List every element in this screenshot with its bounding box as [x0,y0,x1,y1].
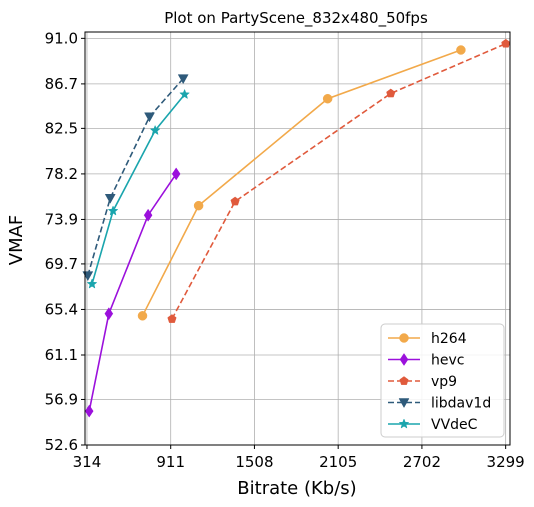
data-point-libdav1d [104,194,116,204]
series-line-vvdec [91,93,186,285]
legend-item-vvdec: VVdeC [388,417,478,433]
x-tick-label: 911 [156,453,185,471]
legend-label: hevc [431,353,464,369]
legend-label: libdav1d [431,396,491,412]
legend-item-libdav1d: libdav1d [388,396,491,412]
y-tick-label: 52.6 [45,436,78,454]
x-tick-label: 1508 [235,453,273,471]
series-libdav1d [82,74,189,282]
legend-marker [399,333,409,343]
series-line-h264 [141,49,462,317]
y-tick-label: 65.4 [45,300,78,318]
grid [85,32,510,446]
data-point-hevc [104,307,114,321]
y-tick-label: 78.2 [45,165,78,183]
x-tick-label: 2105 [319,453,357,471]
data-point-vvdec [149,124,161,136]
series-h264 [137,45,466,321]
x-tick-label: 314 [73,453,102,471]
series-vvdec [86,88,190,289]
x-tick-label: 2702 [403,453,441,471]
legend-marker [398,418,410,429]
legend-item-vp9: vp9 [388,374,457,390]
data-point-h264 [456,45,466,55]
data-point-hevc [143,208,153,222]
data-point-vp9 [167,314,177,323]
legend-marker [399,376,409,385]
legend-box [380,323,505,438]
data-point-libdav1d [144,112,155,123]
legend-item-h264: h264 [388,331,467,347]
x-axis-label: Bitrate (Kb/s) [237,478,356,499]
series-layer [82,38,511,418]
data-point-h264 [322,93,333,104]
data-point-libdav1d [177,74,189,85]
chart-title: Plot on PartyScene_832x480_50fps [164,9,428,28]
data-point-h264 [137,311,148,321]
y-tick-label: 86.7 [45,75,78,93]
data-point-vp9 [230,196,240,206]
data-point-vvdec [86,278,98,289]
ticks: 314 911 1508 2105 2702 3299 52.6 56.9 61.1 65.4 69… [45,29,525,471]
plot-frame [84,31,511,446]
legend-marker [398,398,410,409]
data-point-vp9 [501,38,511,48]
x-tick-label: 3299 [487,453,525,471]
legend: h264 hevc vp9 libdav1d VVdeC [380,323,505,438]
y-axis-label: VMAF [6,215,27,266]
series-vp9 [167,38,511,323]
y-tick-label: 82.5 [45,119,78,137]
y-tick-label: 73.9 [45,210,78,228]
series-hevc [84,167,181,418]
data-point-libdav1d [82,271,94,282]
data-point-vvdec [107,205,119,216]
data-point-vvdec [179,88,190,100]
legend-item-hevc: hevc [388,353,464,369]
y-tick-label: 56.9 [45,390,78,408]
data-point-hevc [171,167,181,181]
series-line-hevc [88,173,177,412]
legend-marker [399,353,409,366]
legend-label: VVdeC [431,417,478,433]
series-line-libdav1d [87,78,184,276]
legend-label: h264 [431,331,467,347]
legend-label: vp9 [431,374,457,390]
data-point-hevc [84,404,94,418]
y-tick-label: 91.0 [45,29,78,47]
series-line-vp9 [171,42,507,320]
y-tick-label: 61.1 [45,346,78,364]
y-tick-label: 69.7 [45,255,78,273]
data-point-vp9 [386,88,396,98]
data-point-h264 [193,200,204,211]
